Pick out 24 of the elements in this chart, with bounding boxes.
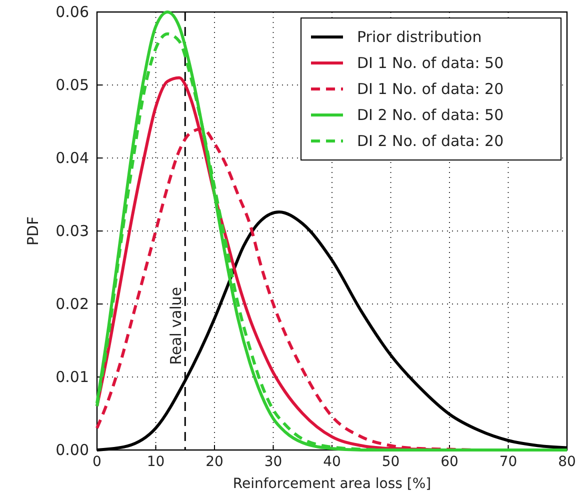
x-tick-label: 50 bbox=[382, 454, 400, 470]
y-tick-label: 0.04 bbox=[56, 148, 89, 167]
x-tick-label: 70 bbox=[499, 454, 518, 470]
x-tick-label: 60 bbox=[440, 454, 458, 470]
ref-line-label: Real value bbox=[167, 286, 186, 365]
x-tick-label: 40 bbox=[323, 454, 341, 470]
y-tick-label: 0.03 bbox=[56, 222, 89, 240]
legend-label: DI 2 No. of data: 50 bbox=[357, 106, 504, 124]
y-tick-label: 0.02 bbox=[56, 294, 89, 313]
y-tick-label: 0.00 bbox=[56, 440, 89, 459]
legend-label: Prior distribution bbox=[357, 28, 482, 46]
x-tick-label: 0 bbox=[92, 454, 102, 470]
y-tick-label: 0.06 bbox=[56, 2, 89, 21]
y-axis-title: PDF bbox=[24, 216, 42, 246]
legend-label: DI 2 No. of data: 20 bbox=[357, 132, 504, 150]
y-tick-label: 0.05 bbox=[56, 76, 89, 94]
x-tick-label: 10 bbox=[146, 454, 165, 470]
y-tick-label: 0.01 bbox=[56, 368, 89, 386]
x-tick-label: 20 bbox=[206, 454, 224, 470]
x-axis-title: Reinforcement area loss [%] bbox=[232, 476, 432, 492]
x-tick-label: 80 bbox=[558, 454, 576, 470]
legend-label: DI 1 No. of data: 20 bbox=[357, 80, 504, 98]
legend-label: DI 1 No. of data: 50 bbox=[357, 54, 504, 72]
x-tick-label: 30 bbox=[264, 454, 282, 470]
